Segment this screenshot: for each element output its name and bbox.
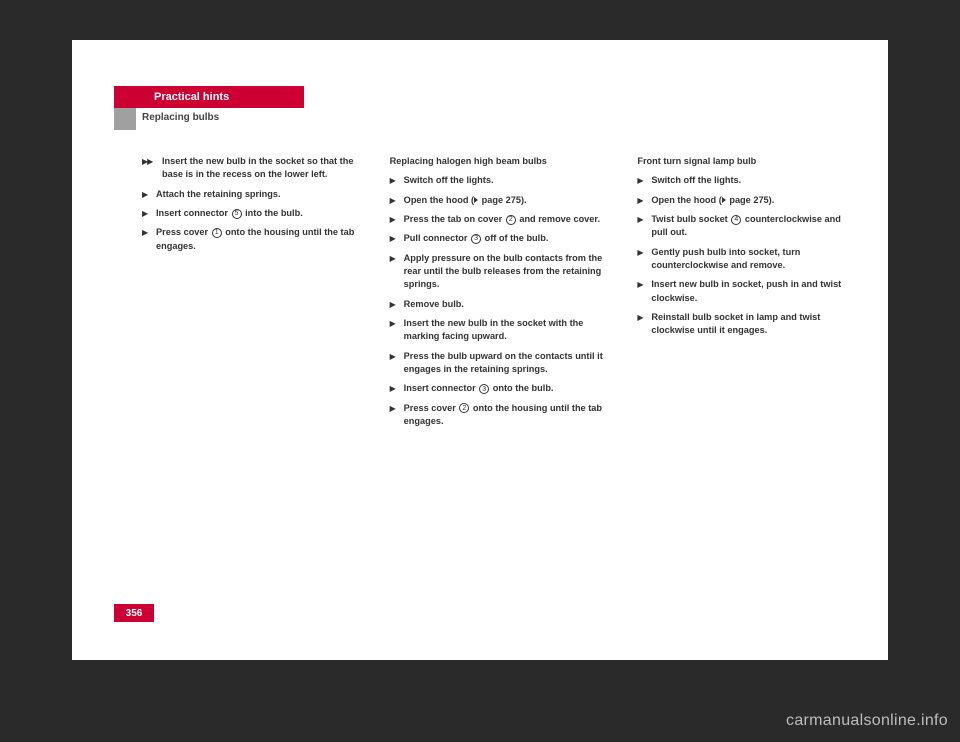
reference-circle-icon: 3 (479, 384, 489, 394)
step-bullet-icon: ▶ (637, 194, 651, 207)
step-text: Press cover 2 onto the housing until the… (404, 402, 610, 429)
reference-circle-icon: 2 (506, 215, 516, 225)
instruction-step: ▶Reinstall bulb socket in lamp and twist… (637, 311, 857, 338)
instruction-step: ▶Attach the retaining springs. (142, 188, 362, 201)
step-bullet-icon: ▶ (637, 174, 651, 187)
instruction-step: ▶▶Insert the new bulb in the socket so t… (142, 155, 362, 182)
step-text: Open the hood ( page 275). (651, 194, 857, 207)
step-bullet-icon: ▶▶ (142, 155, 162, 182)
step-text: Apply pressure on the bulb contacts from… (404, 252, 610, 292)
step-text: Press the tab on cover 2 and remove cove… (404, 213, 610, 226)
instruction-step: ▶Switch off the lights. (390, 174, 610, 187)
step-bullet-icon: ▶ (390, 213, 404, 226)
step-bullet-icon: ▶ (390, 402, 404, 429)
instruction-step: ▶Pull connector 3 off of the bulb. (390, 232, 610, 245)
step-text: Remove bulb. (404, 298, 610, 311)
step-bullet-icon: ▶ (637, 278, 651, 305)
step-text: Insert the new bulb in the socket so tha… (162, 155, 362, 182)
reference-circle-icon: 4 (731, 215, 741, 225)
instruction-step: ▶Press the bulb upward on the contacts u… (390, 350, 610, 377)
step-text: Twist bulb socket 4 counterclockwise and… (651, 213, 857, 240)
step-bullet-icon: ▶ (390, 298, 404, 311)
step-text: Switch off the lights. (404, 174, 610, 187)
step-bullet-icon: ▶ (390, 174, 404, 187)
step-bullet-icon: ▶ (142, 207, 156, 220)
manual-page: Practical hints Replacing bulbs ▶▶Insert… (72, 40, 888, 660)
step-bullet-icon: ▶ (390, 317, 404, 344)
reference-circle-icon: 1 (212, 228, 222, 238)
step-text: Switch off the lights. (651, 174, 857, 187)
step-bullet-icon: ▶ (637, 311, 651, 338)
step-bullet-icon: ▶ (390, 382, 404, 395)
page-number: 356 (114, 604, 154, 622)
instruction-step: ▶Open the hood ( page 275). (390, 194, 610, 207)
step-bullet-icon: ▶ (142, 226, 156, 253)
instruction-step: ▶Open the hood ( page 275). (637, 194, 857, 207)
step-bullet-icon: ▶ (637, 213, 651, 240)
step-text: Press the bulb upward on the contacts un… (404, 350, 610, 377)
step-text: Pull connector 3 off of the bulb. (404, 232, 610, 245)
step-text: Reinstall bulb socket in lamp and twist … (651, 311, 857, 338)
instruction-step: ▶Insert connector 3 onto the bulb. (390, 382, 610, 395)
step-bullet-icon: ▶ (637, 246, 651, 273)
step-text: Insert the new bulb in the socket with t… (404, 317, 610, 344)
instruction-step: ▶Insert new bulb in socket, push in and … (637, 278, 857, 305)
step-bullet-icon: ▶ (390, 350, 404, 377)
step-text: Gently push bulb into socket, turn count… (651, 246, 857, 273)
step-text: Insert new bulb in socket, push in and t… (651, 278, 857, 305)
watermark-text: carmanualsonline.info (786, 712, 948, 730)
reference-circle-icon: 5 (232, 209, 242, 219)
step-bullet-icon: ▶ (390, 194, 404, 207)
column-1: ▶▶Insert the new bulb in the socket so t… (142, 155, 362, 435)
instruction-step: ▶Switch off the lights. (637, 174, 857, 187)
instruction-step: ▶Press cover 2 onto the housing until th… (390, 402, 610, 429)
instruction-step: ▶Remove bulb. (390, 298, 610, 311)
step-text: Insert connector 5 into the bulb. (156, 207, 362, 220)
column-heading: Front turn signal lamp bulb (637, 155, 857, 168)
step-bullet-icon: ▶ (390, 252, 404, 292)
step-text: Insert connector 3 onto the bulb. (404, 382, 610, 395)
step-text: Attach the retaining springs. (156, 188, 362, 201)
content-columns: ▶▶Insert the new bulb in the socket so t… (142, 155, 857, 435)
column-3: Front turn signal lamp bulb▶Switch off t… (637, 155, 857, 435)
section-subtitle: Replacing bulbs (142, 112, 219, 123)
instruction-step: ▶Press cover 1 onto the housing until th… (142, 226, 362, 253)
step-bullet-icon: ▶ (390, 232, 404, 245)
column-2: Replacing halogen high beam bulbs▶Switch… (390, 155, 610, 435)
column-heading: Replacing halogen high beam bulbs (390, 155, 610, 168)
step-text: Open the hood ( page 275). (404, 194, 610, 207)
step-bullet-icon: ▶ (142, 188, 156, 201)
instruction-step: ▶Press the tab on cover 2 and remove cov… (390, 213, 610, 226)
instruction-step: ▶Insert the new bulb in the socket with … (390, 317, 610, 344)
instruction-step: ▶Twist bulb socket 4 counterclockwise an… (637, 213, 857, 240)
side-block (114, 108, 136, 130)
instruction-step: ▶Apply pressure on the bulb contacts fro… (390, 252, 610, 292)
instruction-step: ▶Insert connector 5 into the bulb. (142, 207, 362, 220)
reference-circle-icon: 3 (471, 234, 481, 244)
triangle-ref-icon (474, 197, 478, 203)
section-tab: Practical hints (114, 86, 304, 108)
instruction-step: ▶Gently push bulb into socket, turn coun… (637, 246, 857, 273)
reference-circle-icon: 2 (459, 403, 469, 413)
step-text: Press cover 1 onto the housing until the… (156, 226, 362, 253)
triangle-ref-icon (722, 197, 726, 203)
